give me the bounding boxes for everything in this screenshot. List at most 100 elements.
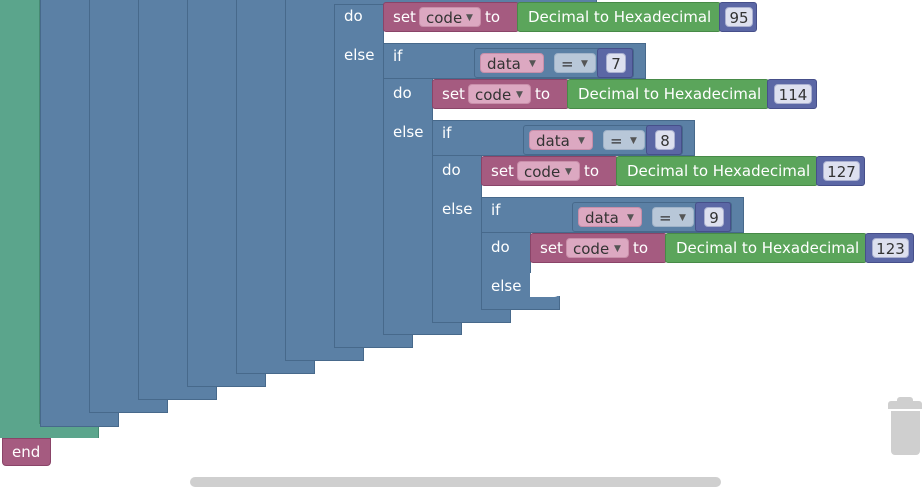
variable-name: code	[524, 163, 561, 181]
end-label: end	[12, 443, 41, 461]
operator-dropdown[interactable]: = ▼	[652, 207, 694, 227]
do-label: do	[344, 7, 363, 25]
procedure-block-body[interactable]	[0, 0, 40, 438]
variable-dropdown[interactable]: code ▼	[566, 238, 629, 258]
dropdown-arrow-icon: ▼	[516, 90, 523, 100]
do-label: do	[491, 238, 510, 256]
converter-label: Decimal to Hexadecimal	[627, 162, 811, 180]
end-block[interactable]: end	[2, 438, 51, 466]
if-label: if	[442, 124, 452, 142]
to-label: to	[633, 239, 649, 257]
compare-variable-dropdown[interactable]: data ▼	[578, 207, 642, 227]
if-block-level-10-footer	[481, 296, 560, 310]
number-block[interactable]: 8	[646, 125, 682, 155]
dropdown-arrow-icon: ▼	[627, 213, 634, 223]
if-block-level-5[interactable]	[236, 0, 286, 374]
number-block[interactable]: 9	[695, 202, 731, 232]
to-label: to	[535, 85, 551, 103]
variable-name: code	[573, 240, 610, 258]
operator-symbol: =	[610, 132, 623, 150]
hex-converter-block[interactable]: Decimal to Hexadecimal	[517, 2, 721, 32]
variable-dropdown[interactable]: code ▼	[468, 84, 531, 104]
compare-variable-dropdown[interactable]: data ▼	[480, 53, 544, 73]
variable-name: code	[475, 86, 512, 104]
if-block-level-2-footer	[89, 399, 168, 413]
number-block[interactable]: 95	[719, 2, 757, 32]
do-label: do	[393, 84, 412, 102]
dropdown-arrow-icon: ▼	[614, 244, 621, 254]
dropdown-arrow-icon: ▼	[679, 213, 686, 223]
if-block-level-2[interactable]	[89, 0, 139, 413]
to-label: to	[584, 162, 600, 180]
else-label: else	[344, 46, 375, 64]
operator-dropdown[interactable]: = ▼	[603, 130, 645, 150]
converter-label: Decimal to Hexadecimal	[676, 239, 860, 257]
set-label: set	[393, 8, 416, 26]
do-label: do	[442, 161, 461, 179]
dropdown-arrow-icon: ▼	[565, 167, 572, 177]
if-block-level-4[interactable]	[187, 0, 237, 387]
else-label: else	[393, 123, 424, 141]
if-block-level-8-footer	[383, 321, 462, 335]
horizontal-scrollbar[interactable]	[190, 477, 721, 487]
dropdown-arrow-icon: ▼	[529, 59, 536, 69]
converter-label: Decimal to Hexadecimal	[528, 8, 712, 26]
set-label: set	[491, 162, 514, 180]
if-block-level-6-footer	[285, 347, 364, 361]
dropdown-arrow-icon: ▼	[578, 136, 585, 146]
number-block[interactable]: 114	[767, 79, 817, 109]
operator-symbol: =	[561, 55, 574, 73]
compare-variable-name: data	[536, 132, 570, 150]
compare-block[interactable]: data ▼ = ▼	[474, 48, 634, 78]
number-field[interactable]: 114	[774, 84, 812, 104]
trash-lid	[888, 401, 922, 409]
set-variable-block[interactable]: set code ▼ to	[432, 79, 569, 109]
number-field[interactable]: 8	[655, 130, 675, 150]
if-block-level-8[interactable]	[383, 43, 433, 335]
empty-else-slot	[530, 273, 560, 297]
if-block-level-4-footer	[187, 373, 266, 387]
number-field[interactable]: 127	[823, 161, 860, 181]
trash-lid-handle	[897, 397, 913, 402]
compare-variable-name: data	[585, 209, 619, 227]
trash-body	[891, 411, 920, 455]
number-block[interactable]: 123	[865, 233, 914, 263]
hex-converter-block[interactable]: Decimal to Hexadecimal	[665, 233, 867, 263]
if-block-level-9-footer	[432, 308, 511, 323]
operator-dropdown[interactable]: = ▼	[554, 53, 596, 73]
dropdown-arrow-icon: ▼	[581, 59, 588, 69]
set-label: set	[540, 239, 563, 257]
number-field[interactable]: 123	[872, 238, 909, 258]
if-block-level-7-footer	[334, 334, 413, 348]
to-label: to	[485, 8, 501, 26]
set-variable-block[interactable]: set code ▼ to	[481, 156, 618, 186]
if-label: if	[491, 201, 501, 219]
dropdown-arrow-icon: ▼	[466, 13, 473, 23]
variable-dropdown[interactable]: code ▼	[419, 7, 481, 27]
if-block-level-1[interactable]	[40, 0, 90, 427]
if-block-level-3[interactable]	[138, 0, 188, 400]
set-variable-block[interactable]: set code ▼ to	[530, 233, 667, 263]
else-label: else	[442, 200, 473, 218]
set-label: set	[442, 85, 465, 103]
number-field[interactable]: 9	[704, 207, 724, 227]
number-block[interactable]: 7	[597, 48, 633, 78]
variable-dropdown[interactable]: code ▼	[517, 161, 580, 181]
number-field[interactable]: 95	[725, 7, 753, 27]
compare-variable-dropdown[interactable]: data ▼	[529, 130, 593, 150]
if-label: if	[393, 47, 403, 65]
dropdown-arrow-icon: ▼	[630, 136, 637, 146]
if-block-level-5-footer	[236, 360, 315, 374]
procedure-block-footer	[0, 424, 99, 438]
operator-symbol: =	[659, 209, 672, 227]
hex-converter-block[interactable]: Decimal to Hexadecimal	[616, 156, 818, 186]
if-block-level-6[interactable]	[285, 0, 335, 361]
if-block-level-3-footer	[138, 386, 217, 400]
hex-converter-block[interactable]: Decimal to Hexadecimal	[567, 79, 769, 109]
if-block-level-1-footer	[40, 412, 119, 427]
set-variable-block[interactable]: set code ▼ to	[383, 2, 519, 32]
variable-name: code	[426, 9, 463, 27]
number-block[interactable]: 127	[816, 156, 865, 186]
converter-label: Decimal to Hexadecimal	[578, 85, 762, 103]
number-field[interactable]: 7	[606, 53, 626, 73]
